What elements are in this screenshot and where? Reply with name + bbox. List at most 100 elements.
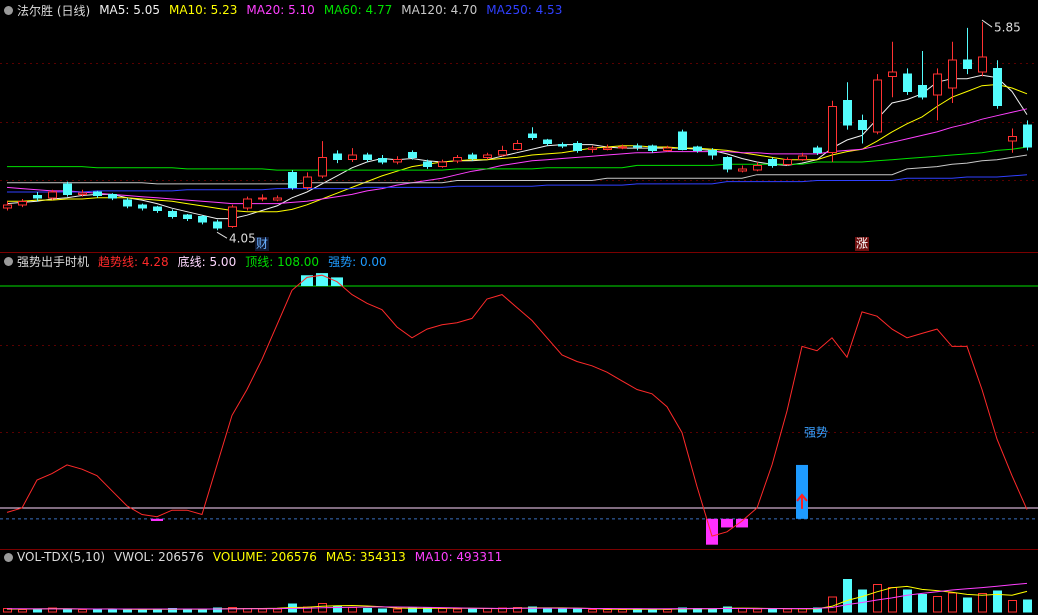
volume-bar xyxy=(588,608,597,613)
volume-bar xyxy=(363,608,372,613)
candle-body xyxy=(903,73,912,92)
price-header: 法尔胜 (日线)MA55.05MA105.23MA205.10MA604.77M… xyxy=(4,2,562,18)
signal-bar xyxy=(301,275,313,287)
candle-body xyxy=(993,67,1002,106)
candle-body xyxy=(363,154,372,161)
volume-bar xyxy=(753,608,762,613)
candle-body xyxy=(288,171,297,188)
candle-body xyxy=(558,144,567,147)
candle-body xyxy=(453,156,462,162)
volume-bar xyxy=(273,608,282,613)
volume-bar xyxy=(123,609,132,613)
menu-icon[interactable] xyxy=(4,5,13,15)
candle-body xyxy=(273,197,282,201)
volume-bar xyxy=(348,606,357,613)
volume-bar xyxy=(903,589,912,613)
candle-body xyxy=(333,153,342,161)
candle-body xyxy=(108,193,117,199)
annotation: 强势 xyxy=(804,425,828,439)
volume-bar xyxy=(993,590,1002,613)
volume-bar xyxy=(93,608,102,613)
volume-bar xyxy=(723,606,732,613)
candle-body xyxy=(648,145,657,151)
legend-item: MA604.77 xyxy=(324,3,392,17)
volume-bar xyxy=(558,608,567,613)
signal-bar xyxy=(796,464,808,519)
candle-body xyxy=(948,59,957,89)
volume-bar xyxy=(513,606,522,613)
legend-item: VOLUME206576 xyxy=(213,550,317,564)
legend-name: 趋势线 xyxy=(98,255,142,269)
volume-bar xyxy=(858,589,867,613)
candle-body xyxy=(798,155,807,161)
menu-icon[interactable] xyxy=(4,256,13,266)
volume-bar xyxy=(738,608,747,613)
candle-body xyxy=(783,159,792,165)
legend-value: 206576 xyxy=(271,550,317,564)
series-line xyxy=(7,582,1028,610)
marker-text: 涨 xyxy=(856,236,868,251)
candle-body xyxy=(348,154,357,161)
candle-body xyxy=(483,154,492,158)
volume-bar xyxy=(933,595,942,613)
extreme-pointer xyxy=(981,19,993,28)
legend-value: 354313 xyxy=(359,550,406,564)
high-label: 5.85 xyxy=(994,21,1021,35)
legend-item: 顶线108.00 xyxy=(245,253,319,270)
volume-bar xyxy=(258,608,267,613)
legend-value: 5.23 xyxy=(210,3,238,17)
volume-bar xyxy=(198,608,207,613)
volume-bar xyxy=(888,587,897,613)
candle-body xyxy=(513,142,522,150)
candle-body xyxy=(828,105,837,154)
candle-body xyxy=(18,200,27,206)
volume-bar xyxy=(63,608,72,613)
extreme-pointer xyxy=(216,231,228,239)
legend-value: 108.00 xyxy=(277,254,320,269)
legend-name: VOLUME xyxy=(213,550,271,564)
volume-bar xyxy=(768,608,777,613)
legend-name: MA250 xyxy=(486,3,535,17)
candle-body xyxy=(573,142,582,151)
legend-value: 493311 xyxy=(456,550,503,564)
legend-name: VWOL xyxy=(114,550,158,564)
series-line xyxy=(7,154,1028,185)
volume-bar xyxy=(573,608,582,613)
chart-title: VOL-TDX(5,10) xyxy=(17,550,106,564)
candle-body xyxy=(918,85,927,98)
legend-item: MA1204.70 xyxy=(401,3,477,17)
legend-value: 5.05 xyxy=(133,3,160,17)
candle-body xyxy=(708,149,717,156)
candle-body xyxy=(153,206,162,212)
legend-item: MA205.10 xyxy=(246,3,314,17)
volume-bar xyxy=(528,606,537,613)
marker-text: 财 xyxy=(256,237,268,251)
candle-body xyxy=(468,154,477,160)
candle-body xyxy=(48,191,57,199)
candle-body xyxy=(63,183,72,195)
candle-body xyxy=(528,133,537,139)
candle-body xyxy=(3,204,12,209)
candle-body xyxy=(228,206,237,228)
volume-bar xyxy=(468,608,477,613)
candle-body xyxy=(978,56,987,73)
legend-item: MA10493311 xyxy=(415,550,503,564)
series-line xyxy=(6,74,1028,220)
legend-item: 强势0.00 xyxy=(328,253,387,270)
menu-icon[interactable] xyxy=(4,552,13,562)
candle-body xyxy=(183,214,192,220)
candle-body xyxy=(138,204,147,209)
signal-bar xyxy=(151,518,163,521)
candle-body xyxy=(378,158,387,163)
legend-item: VWOL206576 xyxy=(114,550,204,564)
candle-body xyxy=(768,159,777,166)
candle-body xyxy=(258,197,267,200)
volume-bar xyxy=(918,594,927,613)
volume-bar xyxy=(378,608,387,613)
volume-bar xyxy=(678,607,687,613)
volume-bar xyxy=(873,584,882,613)
volume-bar xyxy=(453,608,462,613)
candle-body xyxy=(543,139,552,144)
volume-bar xyxy=(183,609,192,613)
volume-bar xyxy=(228,606,237,613)
